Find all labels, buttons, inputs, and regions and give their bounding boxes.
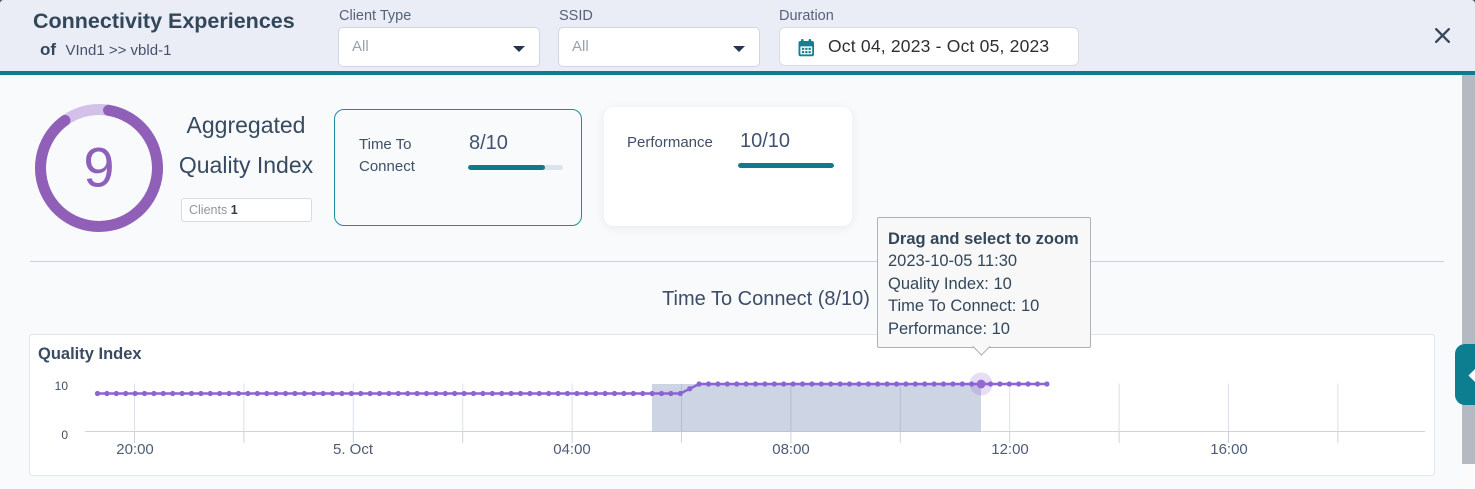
svg-text:9: 9: [83, 136, 114, 199]
